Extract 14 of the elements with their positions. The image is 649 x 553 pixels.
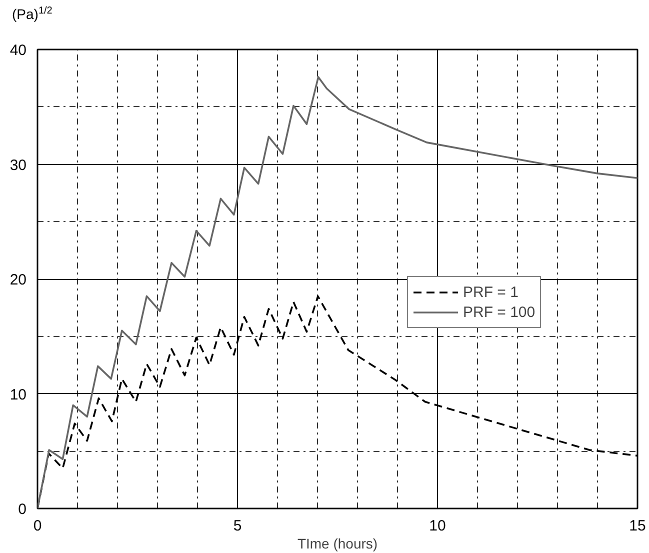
x-tick-label: 10 (429, 518, 446, 534)
x-tick-label: 15 (629, 518, 646, 534)
legend-label: PRF = 100 (463, 304, 536, 320)
line-series (38, 76, 638, 508)
legend-label: PRF = 1 (463, 284, 518, 300)
x-axis-title: TIme (hours) (297, 536, 378, 552)
x-tick-label: 0 (33, 518, 42, 534)
y-tick-label: 10 (10, 386, 27, 404)
y-tick-label: 0 (18, 501, 26, 518)
y-axis-title: (Pa)$^{1/2}$ (12, 4, 52, 24)
y-tick-label: 20 (10, 272, 27, 288)
y-tick-label: 30 (10, 156, 27, 174)
x-tick-label: 5 (233, 518, 242, 534)
y-tick-label: 40 (10, 42, 27, 59)
